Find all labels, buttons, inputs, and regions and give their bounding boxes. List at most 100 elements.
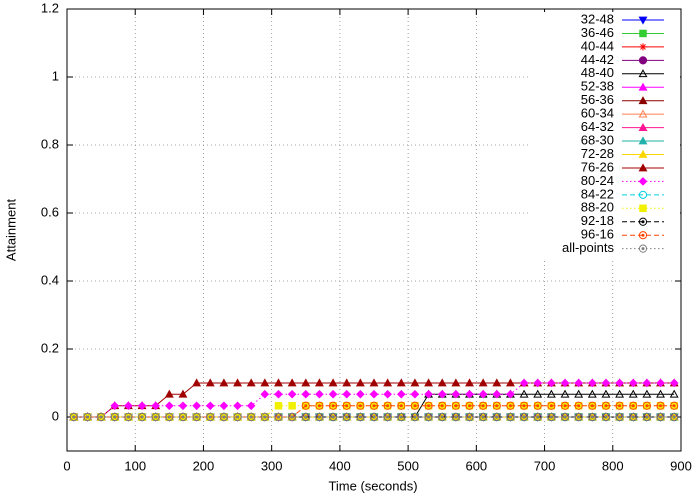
marker [233,378,243,387]
marker [465,401,474,410]
marker [356,389,365,399]
marker [137,401,147,411]
marker [574,412,583,422]
y-axis-label: Attainment [3,199,18,262]
marker [110,401,120,411]
marker [519,401,529,410]
marker [178,412,188,422]
legend-label: all-points [562,240,615,255]
marker [396,378,406,387]
marker [628,389,638,398]
marker [287,378,297,387]
marker [315,389,324,399]
marker [479,401,488,410]
marker [588,401,597,410]
x-tick-label: 900 [670,458,692,473]
legend-label: 80-24 [581,173,614,188]
marker [451,412,460,422]
marker [533,401,542,410]
marker [615,412,624,422]
x-axis-label: Time (seconds) [328,478,417,493]
marker [492,389,502,399]
marker [315,412,324,422]
marker [410,389,420,399]
y-tick-label: 0.6 [41,204,59,219]
marker [574,389,584,398]
marker [656,378,665,388]
y-tick-label: 0.8 [41,136,59,151]
marker [451,401,460,410]
marker [424,389,433,399]
marker [301,401,310,410]
marker [178,389,188,398]
marker [206,412,215,422]
marker [192,401,201,411]
marker [233,401,242,411]
marker [274,412,283,422]
marker [601,401,611,410]
marker [383,378,393,387]
marker [137,412,147,422]
marker [478,389,488,399]
marker [492,401,501,410]
y-tick-label: 0.4 [41,272,59,287]
marker [356,412,365,422]
marker [638,231,648,240]
marker [410,412,420,422]
marker [560,389,570,398]
marker [274,389,283,399]
y-tick-label: 1 [52,68,59,83]
marker [465,389,474,399]
marker [547,412,556,422]
marker [369,401,379,410]
marker [151,412,160,422]
marker [233,412,242,422]
marker [669,378,679,388]
legend-label: 60-34 [581,106,614,121]
marker [328,378,338,387]
marker [383,412,392,422]
marker [547,378,556,388]
marker [519,389,529,398]
legend-label: 44-42 [581,52,614,67]
legend-label: 40-44 [581,38,614,53]
marker [342,378,352,387]
marker [110,412,119,422]
marker [410,401,420,410]
legend-label: 96-16 [581,227,614,242]
marker [638,122,648,131]
marker [533,389,543,398]
legend-label: 32-48 [581,11,614,26]
legend-label: 56-36 [581,92,614,107]
legend-background [530,12,680,259]
marker [492,378,502,387]
marker [301,389,311,399]
marker [247,412,256,422]
marker [438,401,447,410]
legend-label: 48-40 [581,65,614,80]
marker [639,204,647,213]
marker [342,412,351,422]
marker [656,412,665,422]
marker [560,412,570,422]
x-tick-label: 500 [397,458,419,473]
marker [383,401,392,410]
marker [205,401,215,411]
marker [638,16,648,25]
marker [638,96,648,105]
marker [369,412,379,422]
marker [165,401,174,411]
marker [638,177,648,186]
legend-label: 64-32 [581,119,614,134]
marker [205,378,215,387]
marker [560,401,570,410]
marker [588,412,597,422]
marker [260,378,270,387]
legend-label: 92-18 [581,213,614,228]
marker [260,389,270,399]
marker [124,412,133,422]
marker [410,378,420,387]
legend-label: 36-46 [581,25,614,40]
marker [301,412,310,422]
